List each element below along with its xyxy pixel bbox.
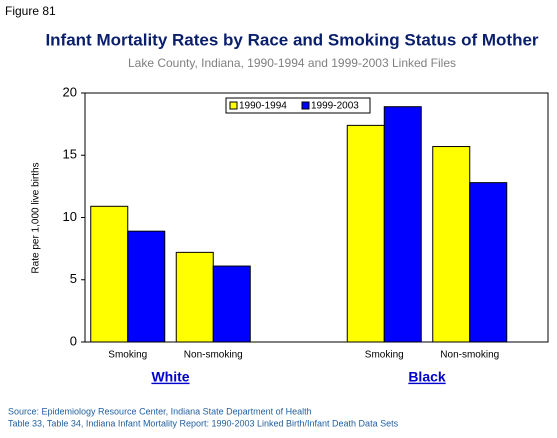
y-tick-label: 20 [63,84,77,99]
y-tick-label: 5 [70,271,77,286]
bar [90,205,129,343]
legend-swatch [229,101,238,110]
x-tick-label: Non-smoking [440,350,499,361]
bar [212,265,251,343]
bar [383,106,422,343]
legend-swatch [301,101,310,110]
bar [432,146,471,343]
x-tick-label: Smoking [365,350,404,361]
y-tick-label: 10 [63,209,77,224]
bar [469,182,508,343]
chart-title: Infant Mortality Rates by Race and Smoki… [45,30,538,49]
bar [346,124,385,343]
x-tick-label: Non-smoking [184,350,243,361]
legend-label: 1999-2003 [311,101,359,112]
x-tick-label: Smoking [108,350,147,361]
source-line: Table 33, Table 34, Indiana Infant Morta… [8,418,399,428]
y-tick-label: 0 [70,333,77,348]
legend-label: 1990-1994 [239,101,287,112]
source-line: Source: Epidemiology Resource Center, In… [8,406,312,416]
bar [127,230,166,343]
bar [175,251,214,343]
y-axis-label: Rate per 1,000 live births [31,162,42,273]
y-tick-label: 15 [63,147,77,162]
group-label: White [151,369,189,385]
group-label: Black [408,369,446,385]
chart-subtitle: Lake County, Indiana, 1990-1994 and 1999… [128,56,456,70]
figure-label: Figure 81 [5,4,56,18]
legend-box [225,97,371,114]
